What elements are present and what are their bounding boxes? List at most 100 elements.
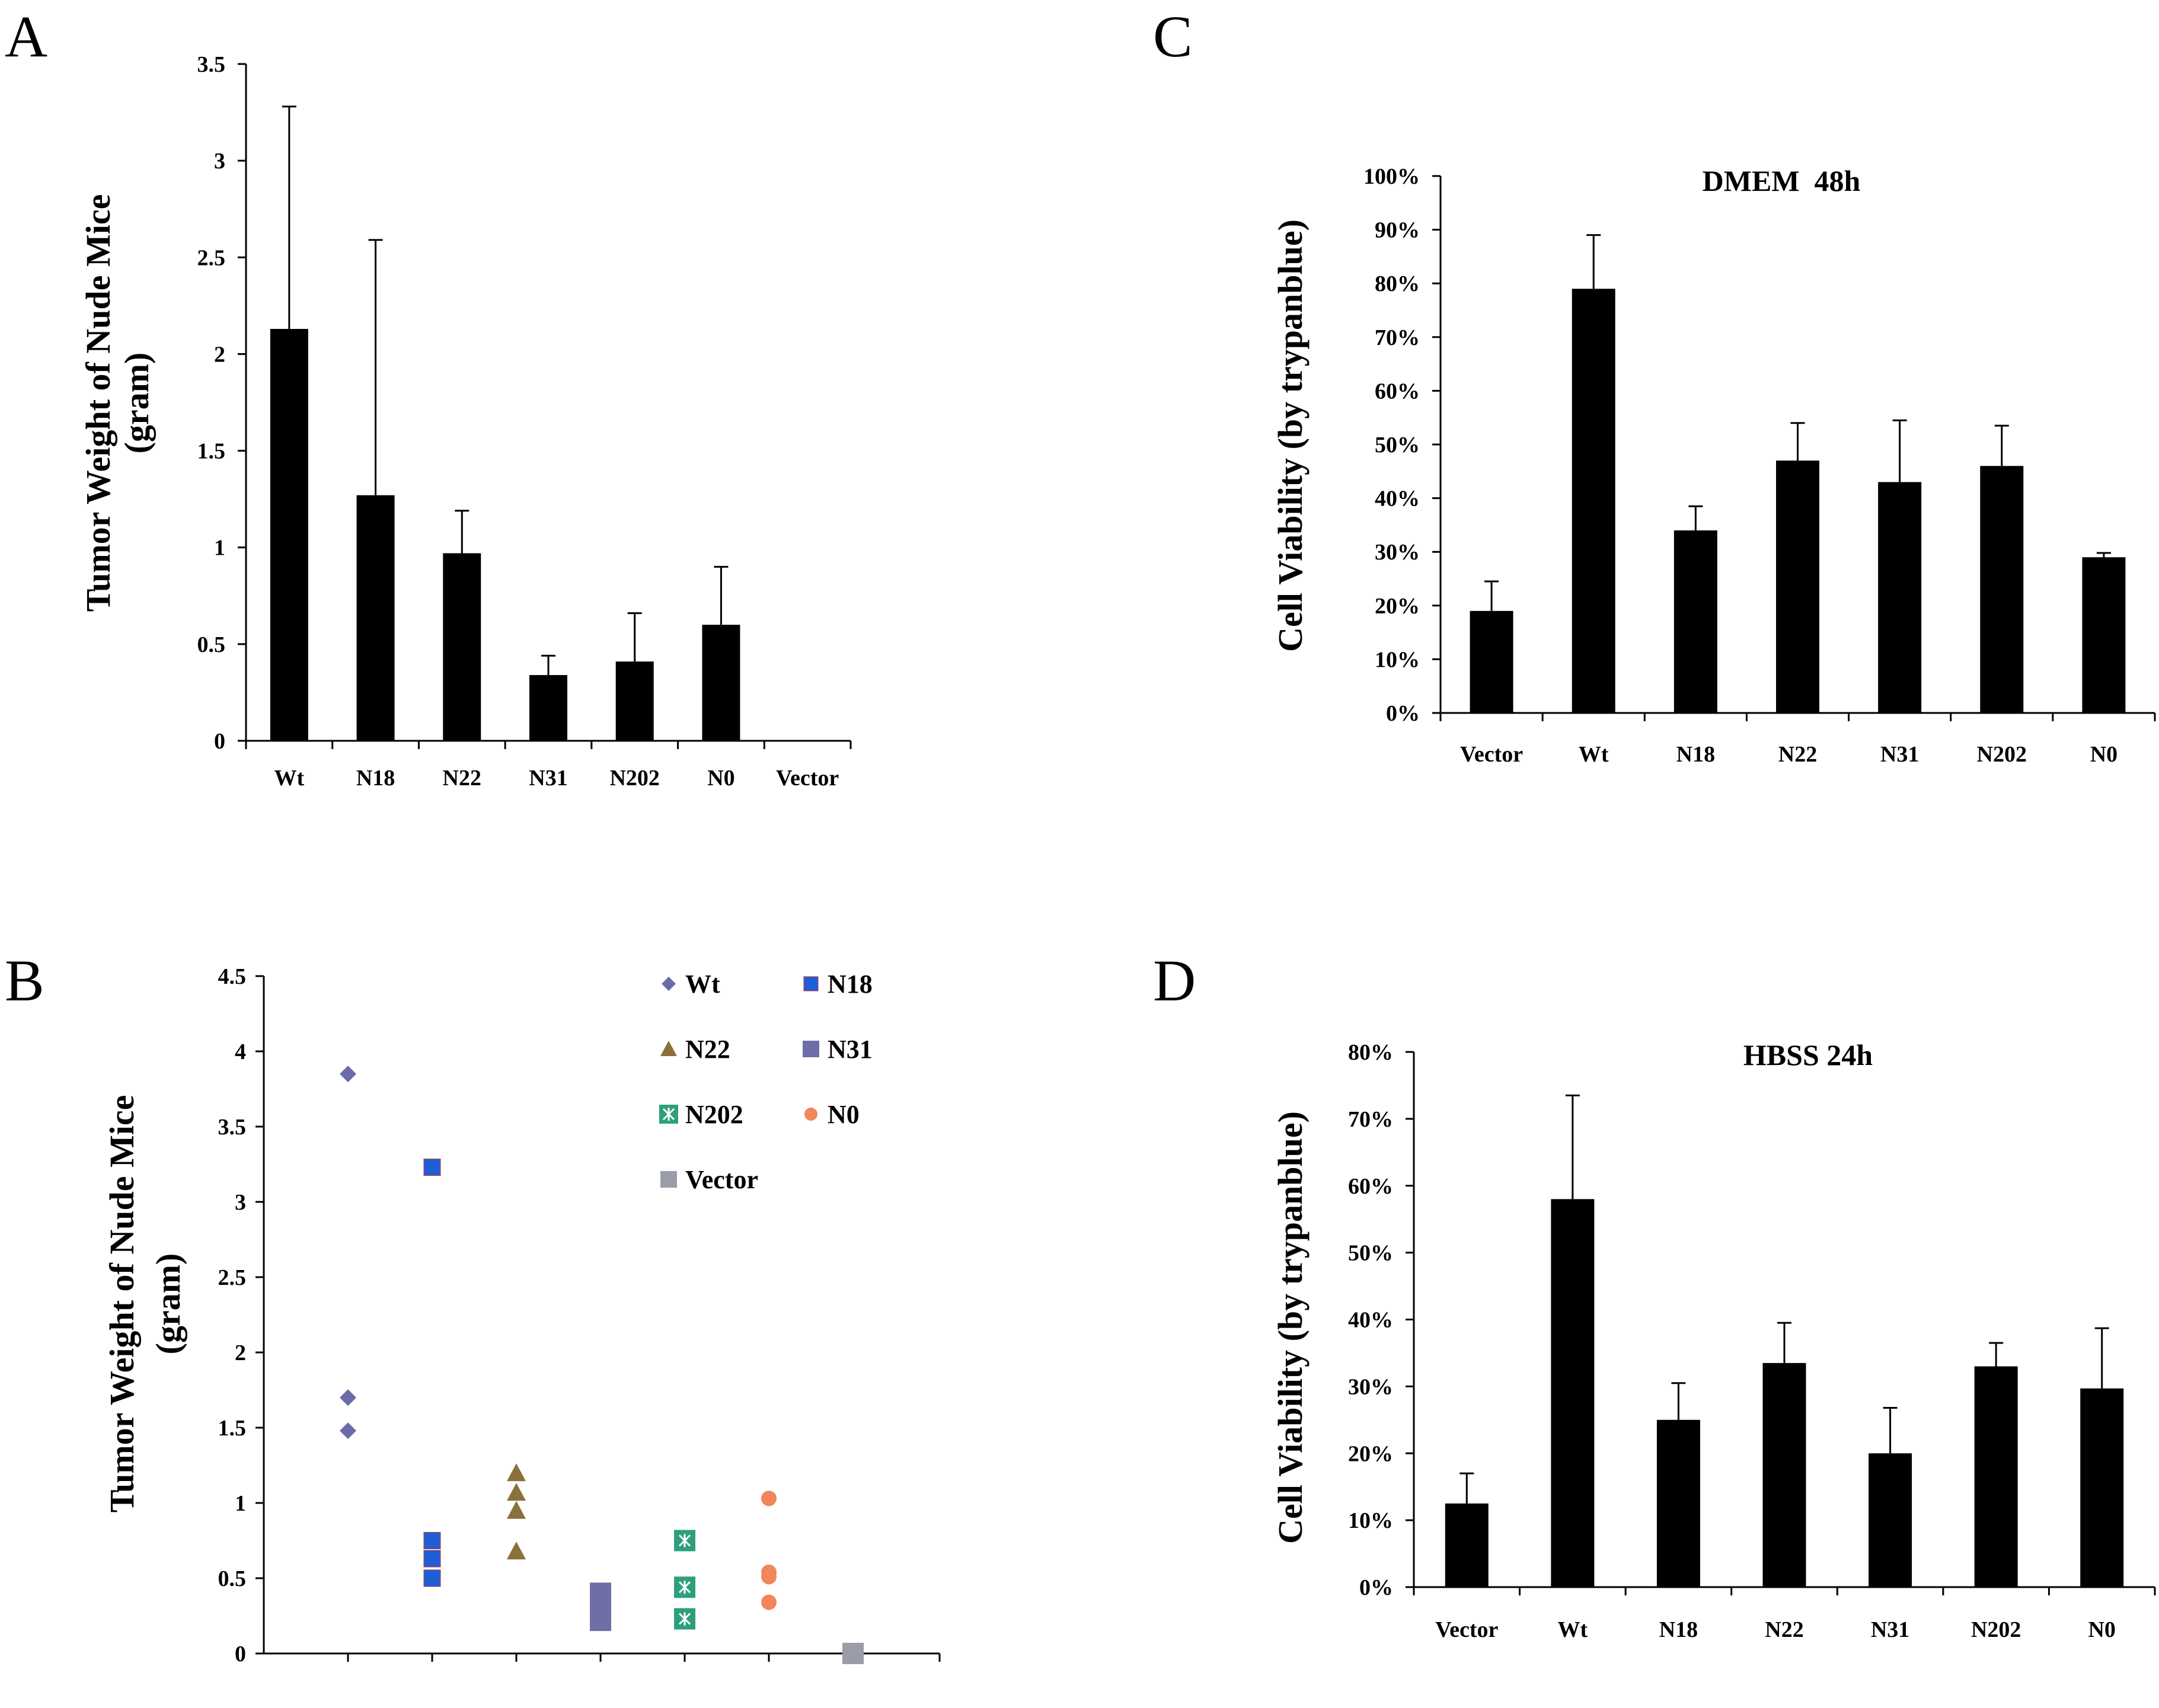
chart-b-y-tick-label: 0 — [235, 1642, 246, 1667]
chart-a-y-tick-label: 2 — [214, 342, 225, 367]
chart-c-y-tick-label: 40% — [1375, 487, 1420, 511]
chart-a-y-label: (gram) — [117, 353, 156, 454]
chart-c-x-tick-label: N202 — [1977, 742, 2027, 767]
chart-d-y-tick-label: 40% — [1348, 1308, 1393, 1333]
chart-b-y-label: Tumor Weight of Nude Mice — [103, 1095, 141, 1513]
chart-c-bar-n18 — [1673, 530, 1717, 713]
chart-c-bar-n202 — [1980, 466, 2024, 713]
chart-c-x-tick-label: Wt — [1579, 742, 1609, 767]
panel-letter-c: C — [1153, 4, 1193, 69]
chart-c-y-tick-label: 60% — [1375, 379, 1420, 404]
chart-b-y-tick-label: 3 — [235, 1190, 246, 1215]
chart-c-y-tick-label: 0% — [1386, 701, 1420, 726]
chart-b-point-vector — [842, 1643, 864, 1664]
chart-c-bar-n0 — [2082, 557, 2126, 713]
chart-b-point-n22 — [507, 1483, 526, 1501]
chart-b-point-n202-star — [678, 1534, 691, 1547]
chart-b-y-tick-label: 2 — [235, 1341, 246, 1365]
chart-d-y-tick-label: 80% — [1348, 1040, 1393, 1065]
chart-d-bar-n22 — [1762, 1362, 1806, 1587]
chart-d-y-tick-label: 0% — [1359, 1575, 1393, 1600]
chart-c-bar-n22 — [1776, 460, 1819, 713]
chart-b-y-tick-label: 1.5 — [218, 1416, 247, 1441]
chart-c-bar-wt — [1572, 289, 1615, 713]
chart-d-bar-n31 — [1869, 1453, 1912, 1587]
chart-c-bar-n31 — [1878, 482, 1922, 713]
chart-b-point-wt — [340, 1389, 356, 1406]
chart-a-y-tick-label: 0.5 — [197, 632, 226, 657]
chart-c-x-tick-label: N22 — [1778, 742, 1817, 767]
chart-c-x-tick-label: N31 — [1880, 742, 1919, 767]
legend-label-n22: N22 — [685, 1035, 730, 1064]
chart-b-point-n202 — [674, 1530, 695, 1552]
chart-d-y-label: Cell Viability (by trypanblue) — [1271, 1111, 1310, 1544]
chart-c-y-label: Cell Viability (by trypanblue) — [1271, 219, 1310, 652]
chart-d-y-tick-label: 20% — [1348, 1441, 1393, 1466]
chart-a-y-tick-label: 3.5 — [197, 52, 226, 77]
chart-a-bar-n202 — [615, 661, 654, 741]
legend-marker-n0 — [804, 1108, 817, 1121]
chart-a-y-tick-label: 3 — [214, 149, 225, 174]
chart-a-bar-n31 — [529, 675, 567, 741]
chart-c-bar-vector — [1470, 610, 1513, 713]
chart-b-point-wt — [340, 1422, 356, 1440]
chart-b-point-n22 — [507, 1463, 526, 1482]
chart-a-x-tick-label: Wt — [274, 766, 305, 791]
chart-b-tumor-weight-scatter: 0 0.5 1 1.5 2 2.5 3 3.5 4 4.5 Tumor Weight of Nude… — [103, 964, 941, 1667]
legend-marker-wt — [662, 977, 676, 991]
panel-letter-a: A — [5, 4, 47, 69]
chart-a-bar-wt — [270, 329, 308, 741]
chart-c-y-tick-label: 20% — [1375, 594, 1420, 619]
chart-a-x-tick-label: N0 — [707, 766, 734, 791]
chart-d-bar-wt — [1551, 1199, 1595, 1587]
legend-label-wt: Wt — [685, 970, 720, 999]
chart-a-x-tick-label: N22 — [443, 766, 481, 791]
legend-label-n0: N0 — [828, 1100, 860, 1129]
legend-marker-n202 — [659, 1105, 678, 1124]
chart-b-y-tick-label: 4 — [235, 1039, 246, 1064]
chart-b-y-tick-label: 0.5 — [218, 1566, 247, 1591]
chart-c-dmem-viability-bar: 0% 10% 20% 30% 40% 50% 60% 70% 80% 90% 100% Vector W… — [1271, 164, 2156, 767]
chart-a-x-tick-label: N202 — [609, 766, 659, 791]
legend-item-n0: N0 — [804, 1100, 860, 1129]
chart-c-y-tick-label: 50% — [1375, 433, 1420, 458]
panel-letter-d: D — [1153, 948, 1196, 1013]
legend-marker-n31 — [803, 1041, 819, 1057]
chart-a-x-tick-label: N18 — [356, 766, 395, 791]
legend-item-n18: N18 — [803, 970, 873, 999]
chart-a-bar-n18 — [356, 495, 395, 741]
chart-c-x-tick-label: N18 — [1676, 742, 1715, 767]
chart-c-y-tick-label: 100% — [1363, 164, 1420, 189]
chart-b-y-label: (gram) — [149, 1253, 187, 1355]
chart-b-point-n202-star — [678, 1612, 691, 1626]
chart-a-y-label: Tumor Weight of Nude Mice — [79, 194, 117, 612]
chart-d-x-tick-label: N202 — [1971, 1617, 2021, 1642]
chart-c-y-tick-label: 10% — [1375, 647, 1420, 672]
chart-d-x-tick-label: Vector — [1435, 1617, 1498, 1642]
legend-item-wt: Wt — [662, 970, 720, 999]
chart-c-y-tick-label: 70% — [1375, 325, 1420, 350]
legend-item-n202: N202 — [659, 1100, 743, 1129]
legend-marker-vector — [660, 1171, 677, 1188]
legend-item-n31: N31 — [803, 1035, 873, 1064]
chart-d-y-tick-label: 50% — [1348, 1241, 1393, 1266]
legend-marker-n22 — [660, 1041, 677, 1056]
legend-label-n18: N18 — [828, 970, 873, 999]
chart-c-x-tick-label: Vector — [1460, 742, 1523, 767]
chart-a-tumor-weight-bar: 0 0.5 1 1.5 2 2.5 3 3.5 Wt N18 N22 N31 N202 N0 Vector T… — [79, 52, 852, 791]
chart-a-bar-n0 — [702, 625, 740, 741]
chart-b-y-tick-label: 2.5 — [218, 1265, 247, 1290]
chart-b-point-n22 — [507, 1541, 526, 1560]
chart-d-y-tick-label: 30% — [1348, 1374, 1393, 1399]
chart-a-y-tick-label: 0 — [214, 729, 225, 754]
chart-b-point-n202 — [674, 1576, 695, 1598]
chart-d-y-tick-label: 70% — [1348, 1107, 1393, 1132]
chart-d-bar-n202 — [1974, 1366, 2018, 1587]
chart-b-legend: Wt N18 N22 N31 N202 N0 Vector — [659, 970, 873, 1194]
chart-b-y-tick-label: 3.5 — [218, 1115, 247, 1140]
chart-c-x-tick-label: N0 — [2090, 742, 2118, 767]
chart-a-y-tick-label: 1 — [214, 536, 225, 561]
chart-b-point-wt — [340, 1066, 356, 1083]
chart-c-y-tick-label: 90% — [1375, 218, 1420, 243]
